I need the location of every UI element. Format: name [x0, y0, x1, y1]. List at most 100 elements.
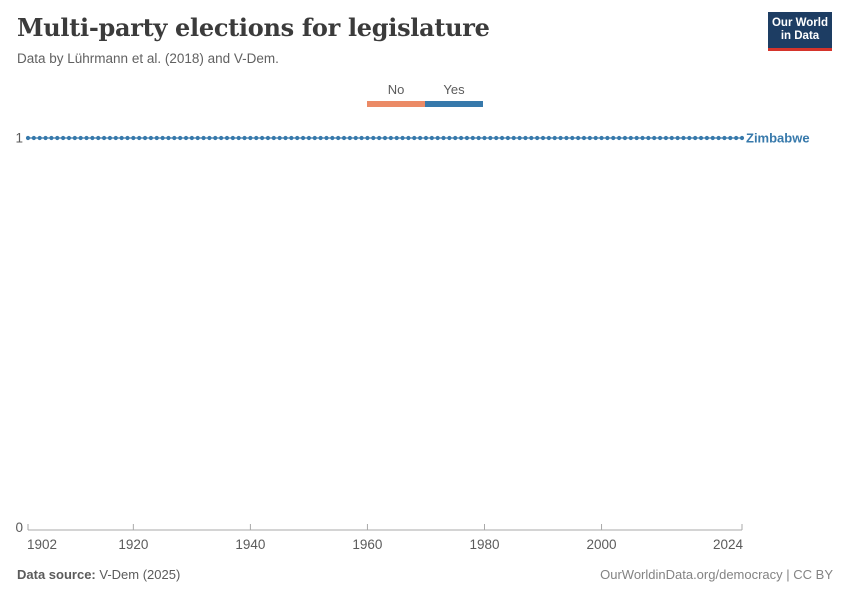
series-point — [558, 135, 563, 141]
series-point — [295, 135, 300, 141]
series-point — [154, 135, 159, 141]
series-point — [423, 135, 429, 141]
series-point — [219, 135, 224, 141]
series-point — [289, 135, 294, 141]
series-point — [353, 135, 358, 141]
series-point — [628, 135, 633, 141]
series-point — [230, 135, 235, 141]
series-point — [388, 135, 393, 141]
series-point — [242, 135, 247, 141]
series-point — [576, 135, 581, 141]
owid-logo[interactable]: Our World in Data — [768, 12, 832, 51]
series-point — [148, 135, 153, 141]
series-point — [552, 135, 557, 141]
x-axis-tick-label: 1902 — [27, 537, 57, 552]
series-point — [359, 135, 364, 141]
series-point — [96, 135, 101, 141]
credit-link[interactable]: OurWorldinData.org/democracy | CC BY — [600, 567, 833, 582]
series-point — [652, 135, 657, 141]
series-point — [687, 135, 692, 141]
series-point — [341, 135, 347, 141]
series-point — [412, 135, 417, 141]
series-point — [564, 135, 569, 141]
series-point — [581, 135, 587, 141]
y-axis-tick-label: 1 — [15, 131, 23, 146]
series-point — [125, 135, 130, 141]
series-point — [84, 135, 89, 141]
owid-logo-line2: in Data — [780, 30, 820, 42]
legend-swatch-no — [367, 101, 425, 107]
series-point — [213, 135, 218, 141]
legend: No Yes — [367, 82, 483, 107]
legend-swatch-yes — [425, 101, 483, 107]
x-axis-tick-label: 1980 — [469, 537, 499, 552]
series-point — [704, 135, 709, 141]
series-point — [605, 135, 610, 141]
series-point — [224, 135, 230, 141]
series-point — [488, 135, 493, 141]
series-point — [716, 135, 721, 141]
series-point — [166, 135, 171, 141]
series-point — [347, 135, 352, 141]
series-point — [722, 135, 727, 141]
series-point — [172, 135, 177, 141]
series-point — [400, 135, 405, 141]
series-point — [283, 135, 288, 141]
series-point — [523, 135, 528, 141]
series-point — [207, 135, 212, 141]
series-point — [535, 135, 540, 141]
series-point — [617, 135, 622, 141]
series-point — [529, 135, 534, 141]
series-point — [494, 135, 499, 141]
series-point — [61, 135, 66, 141]
series-point — [55, 135, 60, 141]
series-point — [634, 135, 639, 141]
series-point — [611, 135, 616, 141]
series-point — [137, 135, 142, 141]
series-point — [710, 135, 715, 141]
series-point — [142, 135, 148, 141]
legend-item-no[interactable]: No — [367, 82, 425, 107]
legend-item-yes[interactable]: Yes — [425, 82, 483, 107]
series-point — [669, 135, 674, 141]
series-point — [107, 135, 113, 141]
series-point — [330, 135, 335, 141]
series-point — [236, 135, 241, 141]
series-point — [260, 135, 265, 141]
series-point — [570, 135, 575, 141]
series-point — [336, 135, 341, 141]
series-point — [482, 135, 487, 141]
series-point — [622, 135, 628, 141]
series-point — [499, 135, 505, 141]
series-entity-label[interactable]: Zimbabwe — [746, 131, 810, 146]
series-point — [160, 135, 165, 141]
series-point — [101, 135, 107, 141]
x-axis-tick-label: 1940 — [235, 537, 265, 552]
series-point — [271, 135, 276, 141]
series-point — [599, 135, 604, 141]
series-point — [458, 135, 464, 141]
series-point — [681, 135, 686, 141]
series-point — [728, 135, 733, 141]
series-point — [113, 135, 118, 141]
series-point — [178, 135, 183, 141]
series-point — [377, 135, 382, 141]
series-point — [306, 135, 312, 141]
series-point — [406, 135, 411, 141]
series-point — [300, 135, 306, 141]
series-point — [371, 135, 376, 141]
page-subtitle: Data by Lührmann et al. (2018) and V-Dem… — [17, 51, 279, 66]
series-point — [131, 135, 136, 141]
series-point — [312, 135, 317, 141]
series-point — [394, 135, 399, 141]
series-point — [66, 135, 72, 141]
series-point — [646, 135, 651, 141]
series-point — [183, 135, 189, 141]
page-title: Multi-party elections for legislature — [17, 13, 490, 42]
series-point — [453, 135, 458, 141]
data-source-note: Data source: V-Dem (2025) — [17, 567, 180, 582]
series-point — [49, 135, 54, 141]
legend-label-no: No — [387, 82, 405, 97]
